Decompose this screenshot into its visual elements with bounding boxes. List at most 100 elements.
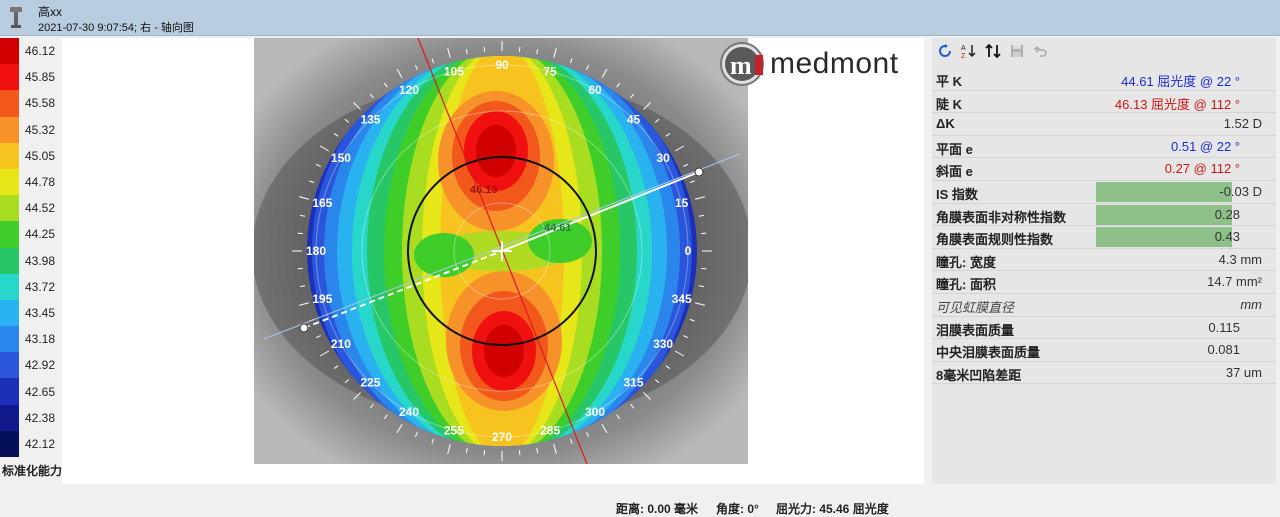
save-icon[interactable] bbox=[1008, 42, 1026, 60]
angle-label: 150 bbox=[331, 151, 351, 165]
svg-text:A: A bbox=[961, 45, 966, 52]
legend-row: 45.32 bbox=[0, 117, 60, 143]
measurement-row: 瞳孔: 宽度 4.3 mm bbox=[932, 249, 1276, 272]
measurement-value: 0.28 bbox=[1215, 207, 1240, 222]
legend-swatch bbox=[0, 143, 19, 169]
status-power: 屈光力: 45.46 屈光度 bbox=[776, 500, 889, 517]
legend-row: 44.78 bbox=[0, 169, 60, 195]
legend-swatch bbox=[0, 326, 19, 352]
measurement-label: IS 指数 bbox=[936, 184, 978, 203]
angle-label: 240 bbox=[399, 405, 419, 419]
legend-swatch bbox=[0, 300, 19, 326]
legend-swatch bbox=[0, 90, 19, 116]
measurement-row: IS 指数-0.03 D bbox=[932, 181, 1276, 204]
legend-swatch bbox=[0, 248, 19, 274]
angle-label: 15 bbox=[675, 196, 689, 210]
app-icon bbox=[8, 5, 24, 29]
legend-swatch bbox=[0, 378, 19, 404]
angle-label: 330 bbox=[653, 337, 673, 351]
angle-label: 225 bbox=[360, 376, 380, 390]
medmont-logo: m medmont bbox=[722, 44, 899, 84]
legend-value: 45.58 bbox=[25, 96, 55, 110]
angle-label: 345 bbox=[672, 292, 692, 306]
angle-label: 45 bbox=[627, 112, 641, 126]
value-highlight bbox=[1096, 205, 1232, 225]
measurement-value: 0.081 bbox=[1207, 342, 1240, 357]
legend-row: 42.38 bbox=[0, 405, 60, 431]
flat-axis-handle-right[interactable] bbox=[695, 168, 703, 176]
legend-row: 42.12 bbox=[0, 431, 60, 457]
legend-row: 45.05 bbox=[0, 143, 60, 169]
angle-label: 285 bbox=[540, 424, 560, 438]
medmont-logo-mark: m bbox=[722, 44, 762, 84]
scale-caption: 标准化能力 bbox=[2, 462, 62, 479]
title-bar: 高xx 2021-07-30 9:07:54; 右 - 轴向图 bbox=[0, 0, 1280, 36]
value-highlight bbox=[1096, 182, 1232, 202]
measurement-value: 0.51 @ 22 ° bbox=[1171, 139, 1240, 154]
sort-arrows-icon[interactable] bbox=[984, 42, 1002, 60]
angle-label: 105 bbox=[444, 64, 464, 78]
legend-swatch bbox=[0, 405, 19, 431]
exam-info: 2021-07-30 9:07:54; 右 - 轴向图 bbox=[38, 19, 194, 35]
legend-swatch bbox=[0, 169, 19, 195]
measurement-value: 0.115 bbox=[1208, 320, 1240, 335]
legend-value: 42.65 bbox=[25, 385, 55, 399]
angle-label: 135 bbox=[360, 112, 380, 126]
measurement-label: 平面 e bbox=[936, 139, 973, 158]
legend-row: 43.98 bbox=[0, 248, 60, 274]
measurement-label: ΔK bbox=[936, 116, 955, 131]
angle-label: 120 bbox=[399, 83, 419, 97]
legend-swatch bbox=[0, 117, 19, 143]
legend-value: 42.38 bbox=[25, 411, 55, 425]
angle-label: 90 bbox=[495, 58, 509, 72]
measurement-label: 8毫米凹陷差距 bbox=[936, 365, 1021, 384]
legend-value: 42.12 bbox=[25, 437, 55, 451]
undo-icon[interactable] bbox=[1032, 42, 1050, 60]
measurement-row: 角膜表面非对称性指数 0.28 bbox=[932, 204, 1276, 227]
legend-swatch bbox=[0, 64, 19, 90]
angle-label: 255 bbox=[444, 424, 464, 438]
legend-swatch bbox=[0, 195, 19, 221]
legend-row: 46.12 bbox=[0, 38, 60, 64]
legend-value: 45.32 bbox=[25, 123, 55, 137]
angle-label: 195 bbox=[312, 292, 332, 306]
angle-label: 165 bbox=[312, 196, 332, 210]
angle-label: 315 bbox=[624, 376, 644, 390]
legend-value: 42.92 bbox=[25, 358, 55, 372]
legend-row: 45.58 bbox=[0, 90, 60, 116]
measurement-label: 角膜表面非对称性指数 bbox=[936, 207, 1066, 226]
legend-value: 44.52 bbox=[25, 201, 55, 215]
measurement-row: 平面 e 0.51 @ 22 ° bbox=[932, 136, 1276, 159]
flat-axis-handle-left[interactable] bbox=[300, 324, 308, 332]
patient-name: 高xx bbox=[38, 3, 62, 20]
legend-value: 44.78 bbox=[25, 175, 55, 189]
legend-row: 44.52 bbox=[0, 195, 60, 221]
refresh-icon[interactable] bbox=[936, 42, 954, 60]
legend-row: 42.65 bbox=[0, 378, 60, 404]
legend-row: 42.92 bbox=[0, 352, 60, 378]
measurement-value: 4.3 mm bbox=[1219, 252, 1262, 267]
measurement-value: 0.43 bbox=[1215, 229, 1240, 244]
measurement-value: mm bbox=[1240, 297, 1262, 312]
measurement-value: 14.7 mm² bbox=[1207, 274, 1262, 289]
legend-row: 43.18 bbox=[0, 326, 60, 352]
legend-value: 43.45 bbox=[25, 306, 55, 320]
measurement-label: 瞳孔: 宽度 bbox=[936, 252, 996, 271]
angle-label: 300 bbox=[585, 405, 605, 419]
steep-k-label: 46.13 bbox=[470, 184, 498, 196]
legend-value: 43.18 bbox=[25, 332, 55, 346]
